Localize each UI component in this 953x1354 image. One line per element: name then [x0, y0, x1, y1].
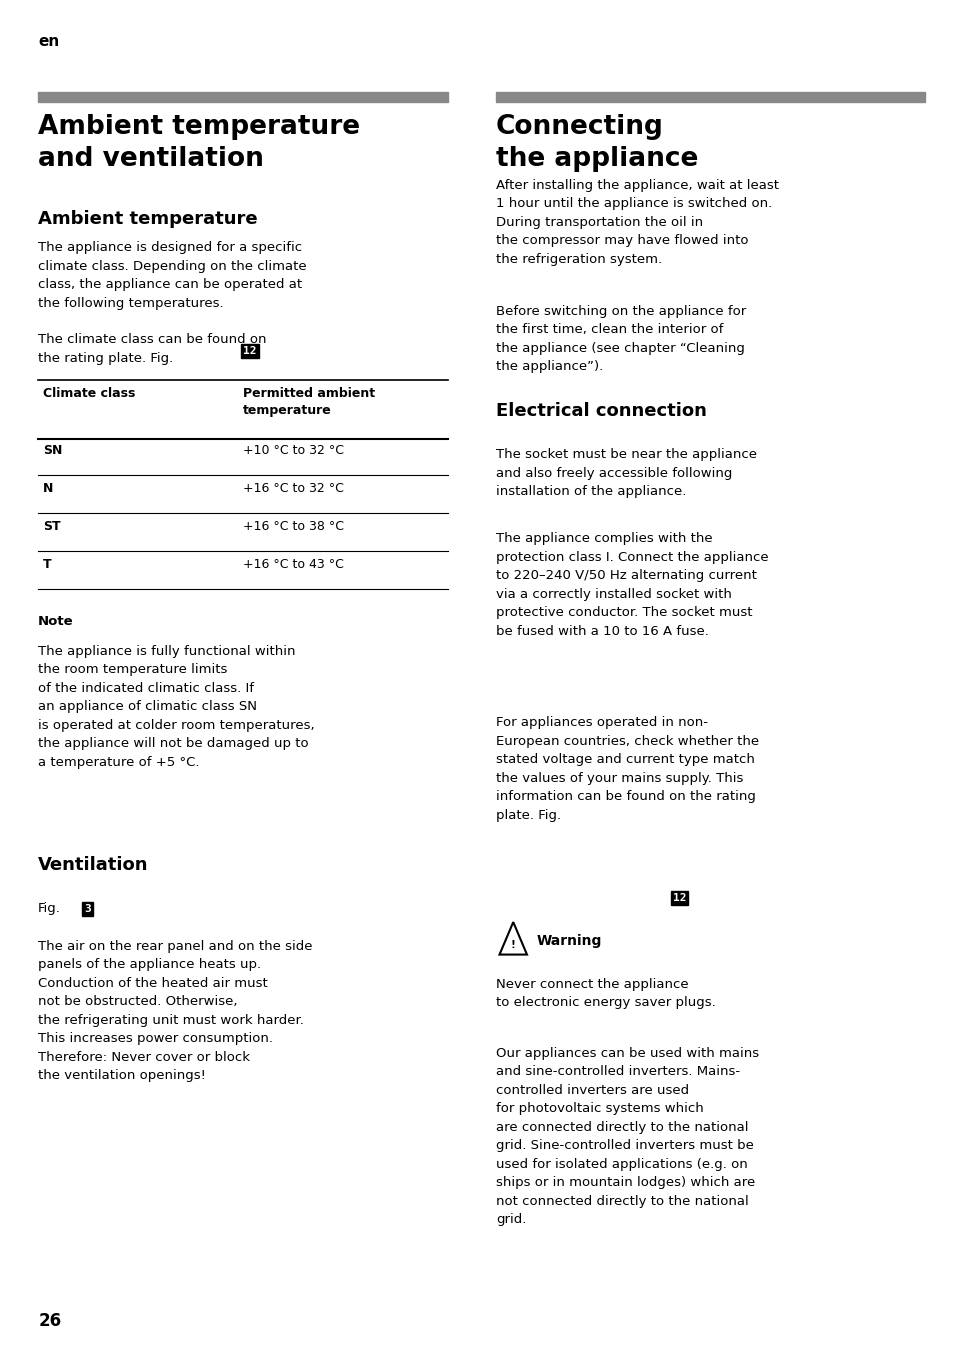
- Bar: [496, 92, 924, 102]
- Text: Connecting
the appliance: Connecting the appliance: [496, 114, 698, 172]
- Text: !: !: [510, 940, 516, 949]
- Text: 26: 26: [38, 1312, 61, 1330]
- Text: The appliance complies with the
protection class I. Connect the appliance
to 220: The appliance complies with the protecti…: [496, 532, 768, 638]
- Text: Ambient temperature: Ambient temperature: [38, 210, 257, 227]
- Text: N: N: [43, 482, 53, 496]
- Text: The socket must be near the appliance
and also freely accessible following
insta: The socket must be near the appliance an…: [496, 448, 757, 498]
- Text: Never connect the appliance
to electronic energy saver plugs.: Never connect the appliance to electroni…: [496, 978, 715, 1009]
- Text: Ventilation: Ventilation: [38, 856, 149, 873]
- Text: +10 °C to 32 °C: +10 °C to 32 °C: [243, 444, 344, 458]
- Text: +16 °C to 38 °C: +16 °C to 38 °C: [243, 520, 344, 533]
- Text: en: en: [38, 34, 59, 49]
- Text: Ambient temperature
and ventilation: Ambient temperature and ventilation: [38, 114, 360, 172]
- Text: +16 °C to 43 °C: +16 °C to 43 °C: [243, 558, 344, 571]
- Text: Climate class: Climate class: [43, 387, 135, 401]
- Text: Our appliances can be used with mains
and sine-controlled inverters. Mains-
cont: Our appliances can be used with mains an…: [496, 1047, 759, 1227]
- Text: 12: 12: [672, 892, 685, 903]
- Text: The air on the rear panel and on the side
panels of the appliance heats up.
Cond: The air on the rear panel and on the sid…: [38, 940, 313, 1082]
- Text: 12: 12: [243, 347, 256, 356]
- Text: The appliance is fully functional within
the room temperature limits
of the indi: The appliance is fully functional within…: [38, 645, 314, 769]
- Text: For appliances operated in non-
European countries, check whether the
stated vol: For appliances operated in non- European…: [496, 716, 759, 822]
- Text: Warning: Warning: [536, 934, 601, 948]
- Text: ST: ST: [43, 520, 60, 533]
- Text: Note: Note: [38, 615, 73, 628]
- Text: The appliance is designed for a specific
climate class. Depending on the climate: The appliance is designed for a specific…: [38, 241, 307, 310]
- Text: +16 °C to 32 °C: +16 °C to 32 °C: [243, 482, 344, 496]
- Text: Fig.: Fig.: [38, 902, 61, 915]
- Text: T: T: [43, 558, 51, 571]
- Text: After installing the appliance, wait at least
1 hour until the appliance is swit: After installing the appliance, wait at …: [496, 179, 779, 265]
- Bar: [38, 92, 448, 102]
- Text: Electrical connection: Electrical connection: [496, 402, 706, 420]
- Text: SN: SN: [43, 444, 62, 458]
- Text: Permitted ambient
temperature: Permitted ambient temperature: [243, 387, 375, 417]
- Text: The climate class can be found on
the rating plate. Fig.: The climate class can be found on the ra…: [38, 333, 267, 364]
- Text: 3: 3: [84, 903, 91, 914]
- Text: Before switching on the appliance for
the first time, clean the interior of
the : Before switching on the appliance for th…: [496, 305, 745, 374]
